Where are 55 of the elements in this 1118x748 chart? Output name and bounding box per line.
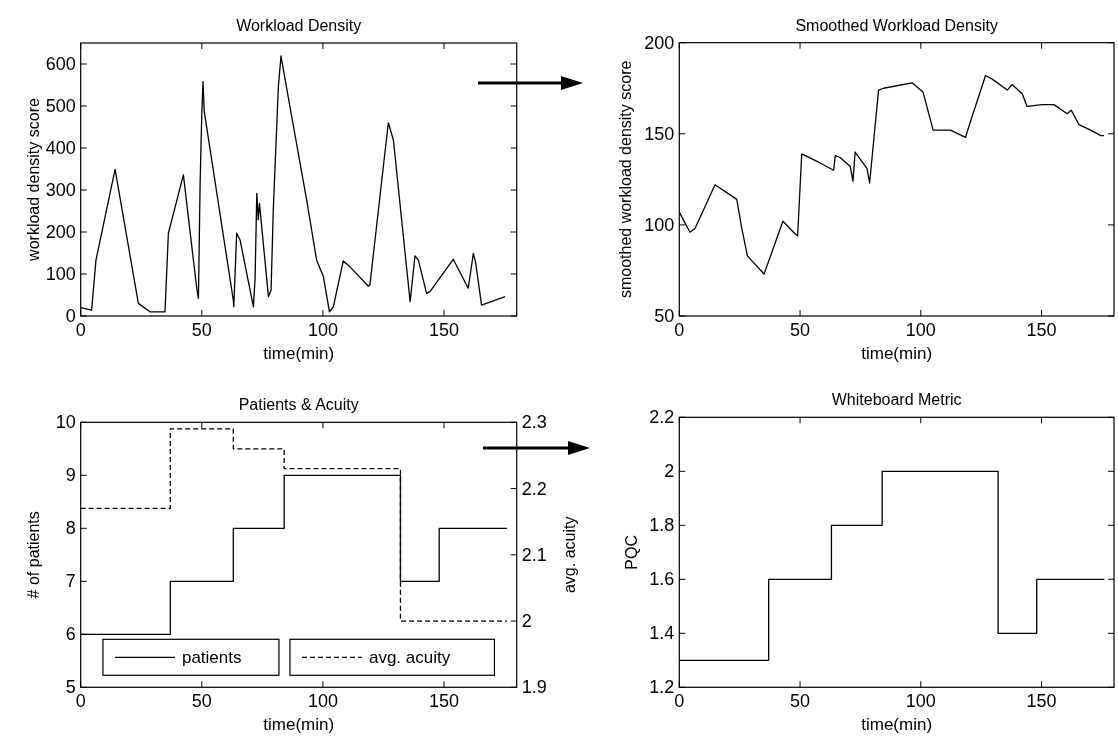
chart-title: Whiteboard Metric	[831, 391, 962, 409]
y-tick-label: 9	[65, 465, 76, 486]
y-tick-label: 8	[65, 518, 76, 539]
x-tick-label: 100	[905, 691, 936, 712]
y-tick-label: 200	[644, 32, 675, 53]
y-tick-label: 400	[45, 138, 76, 158]
x-tick-label: 150	[429, 691, 460, 712]
x-axis-title: time(min)	[263, 715, 335, 735]
legend-label: avg. acuity	[368, 648, 451, 668]
x-tick-label: 50	[790, 691, 811, 712]
y-axis-title: PQC	[623, 534, 641, 570]
y2-tick-label: 2	[521, 611, 532, 632]
y2-tick-label: 2.2	[521, 478, 547, 499]
y-tick-label: 300	[45, 180, 76, 200]
x-tick-label: 50	[191, 691, 212, 712]
y-tick-label: 10	[55, 412, 76, 433]
y-tick-label: 100	[45, 264, 76, 284]
y-tick-label: 50	[654, 306, 675, 326]
y-axis-title: workload density score	[24, 98, 42, 262]
y-tick-label: 1.4	[649, 623, 675, 644]
y-tick-label: 200	[45, 222, 76, 242]
x-axis-title: time(min)	[861, 715, 933, 735]
y-axis-title: # of patients	[24, 511, 42, 599]
x-tick-label: 150	[1026, 320, 1057, 340]
y-tick-label: 2.2	[649, 407, 675, 428]
y-tick-label: 1.8	[649, 515, 675, 536]
chart-title: Smoothed Workload Density	[795, 16, 998, 34]
chart-title: Patients & Acuity	[238, 396, 359, 414]
x-tick-label: 100	[905, 320, 936, 340]
x-tick-label: 150	[1026, 691, 1057, 712]
y-tick-label: 600	[45, 54, 76, 74]
y-tick-label: 6	[65, 624, 76, 645]
y2-tick-label: 2.3	[521, 412, 547, 433]
x-tick-label: 50	[191, 320, 212, 340]
y2-axis-title: avg. acuity	[560, 516, 578, 594]
y-axis-title: smoothed workload density score	[617, 60, 635, 299]
y-tick-label: 5	[65, 677, 76, 698]
y-tick-label: 500	[45, 96, 76, 116]
y-tick-label: 1.2	[649, 677, 675, 698]
chart-title: Workload Density	[236, 17, 362, 34]
x-tick-label: 50	[790, 320, 811, 340]
y2-tick-label: 2.1	[521, 544, 547, 565]
x-tick-label: 150	[429, 320, 460, 340]
x-axis-title: time(min)	[263, 344, 335, 363]
x-axis-title: time(min)	[861, 344, 933, 363]
x-tick-label: 100	[307, 320, 338, 340]
y-tick-label: 100	[644, 214, 675, 235]
y-tick-label: 0	[65, 306, 76, 326]
x-tick-label: 100	[307, 691, 338, 712]
y-tick-label: 150	[644, 123, 675, 144]
y2-tick-label: 1.9	[521, 677, 547, 698]
y-tick-label: 2	[664, 461, 675, 482]
y-tick-label: 1.6	[649, 569, 675, 590]
y-tick-label: 7	[65, 571, 76, 592]
legend-label: patients	[181, 648, 242, 668]
